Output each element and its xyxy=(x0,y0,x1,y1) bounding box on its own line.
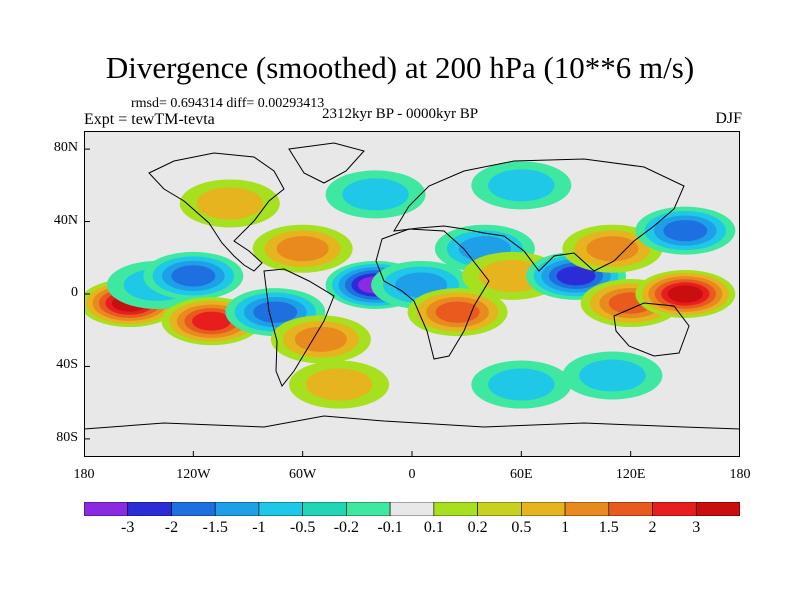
colorbar-swatch xyxy=(652,502,697,516)
lon-tick-label: 180 xyxy=(73,467,95,482)
colorbar-label: 2 xyxy=(648,519,657,536)
anomaly-contour-12-4 xyxy=(556,266,596,286)
greenland-coastline xyxy=(288,142,365,184)
period-label: 2312kyr BP - 0000kyr BP xyxy=(321,106,479,122)
eurasia-coastline xyxy=(393,158,685,272)
lat-tick-label: 80N xyxy=(53,140,78,156)
anomaly-contour-11-1 xyxy=(479,259,546,292)
stats-text: rmsd= 0.694314 diff= 0.00293413 xyxy=(131,96,325,111)
lat-tick-label: 80S xyxy=(56,429,78,445)
anomaly-contour-9-3 xyxy=(435,301,480,323)
coastlines xyxy=(84,142,740,430)
lon-tick-label: 60E xyxy=(510,467,533,482)
north-america-coastline xyxy=(148,152,285,272)
anomaly-contour-22-1 xyxy=(579,359,646,392)
anomaly-contour-13-2 xyxy=(586,236,639,262)
season-label: DJF xyxy=(715,110,742,127)
colorbar-swatch xyxy=(84,502,129,516)
colorbar-swatch xyxy=(433,502,478,516)
colorbar-label: 3 xyxy=(692,519,701,536)
anomaly-contour-16-3 xyxy=(663,219,708,242)
antarctica-coastline xyxy=(84,415,740,430)
lon-tick-label: 60W xyxy=(289,467,317,482)
colorbar-swatch xyxy=(564,502,610,516)
lon-tick-label: 0 xyxy=(408,467,416,482)
colorbar-label: -2 xyxy=(164,519,179,536)
anomaly-contour-20-1 xyxy=(305,368,373,401)
colorbar-swatch xyxy=(346,502,391,516)
colorbar-label: -0.2 xyxy=(333,519,360,536)
lat-tick-label: 40N xyxy=(53,212,78,228)
anomaly-contour-4-3 xyxy=(253,301,298,323)
anomaly-contour-2-3 xyxy=(171,265,216,287)
colorbar-swatch xyxy=(477,502,522,516)
anomaly-contour-17-1 xyxy=(196,187,263,220)
colorbar-label: -3 xyxy=(121,519,135,536)
map-plot xyxy=(84,131,740,457)
anomaly-contour-18-1 xyxy=(342,178,409,211)
anomaly-contours xyxy=(84,161,736,409)
colorbar-label: -0.5 xyxy=(289,519,316,536)
colorbar-label: 0.5 xyxy=(511,519,532,536)
colorbar-swatch xyxy=(171,502,216,516)
plot-title: Divergence (smoothed) at 200 hPa (10**6 … xyxy=(105,50,695,85)
colorbar-swatch xyxy=(258,502,303,516)
lon-tick-label: 120E xyxy=(615,467,646,482)
colorbar-label: 0.2 xyxy=(467,519,488,536)
anomaly-contour-6-2 xyxy=(294,326,347,352)
lon-tick-label: 180 xyxy=(729,467,751,482)
colorbar-label: -1.5 xyxy=(202,519,228,536)
colorbar-swatch xyxy=(214,502,260,516)
colorbar-label: -1 xyxy=(252,519,266,536)
anomaly-contour-5-2 xyxy=(276,236,329,262)
south-america-coastline xyxy=(263,268,335,387)
colorbar-label: 0.1 xyxy=(423,519,444,536)
australia-coastline xyxy=(613,302,690,357)
lon-tick-label: 120W xyxy=(176,467,211,482)
anomaly-contour-15-5 xyxy=(667,285,704,303)
africa-coastline xyxy=(375,228,490,360)
colorbar-label: -0.1 xyxy=(377,519,403,536)
anomaly-contour-19-1 xyxy=(488,169,555,202)
colorbar-label: 1.5 xyxy=(598,519,619,536)
colorbar-swatch xyxy=(389,502,435,516)
colorbar-swatch xyxy=(127,502,172,516)
lat-tick-label: 40S xyxy=(56,357,78,373)
colorbar-swatch xyxy=(521,502,566,516)
anomaly-contour-3-4 xyxy=(192,311,232,331)
colorbar-swatch xyxy=(608,502,653,516)
colorbar xyxy=(84,502,740,516)
colorbar-label: 1 xyxy=(561,519,570,536)
colorbar-swatch xyxy=(302,502,347,516)
experiment-label: Expt = tewTM-tevta xyxy=(84,111,215,128)
anomaly-contour-21-1 xyxy=(488,368,555,401)
lat-tick-label: 0 xyxy=(71,285,78,300)
colorbar-swatch xyxy=(695,502,740,516)
